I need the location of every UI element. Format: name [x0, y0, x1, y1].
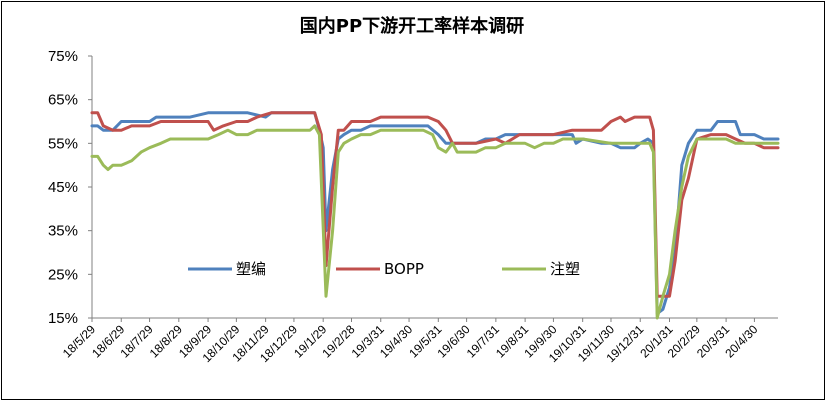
y-tick-label: 25% — [48, 266, 78, 283]
y-tick-label: 65% — [48, 92, 78, 109]
series-line-2 — [90, 124, 780, 320]
y-tick-labels: 75% 65% 55% 45% 35% 25% 15% — [48, 48, 78, 327]
series-lines — [90, 111, 780, 320]
axes — [88, 55, 778, 322]
legend-label-1: BOPP — [384, 260, 424, 278]
legend: 塑编 BOPP 注塑 — [188, 260, 580, 278]
x-tick-labels: 18/5/2918/6/2918/7/2918/8/2918/9/2918/10… — [60, 322, 761, 365]
y-tick-label: 45% — [48, 179, 78, 196]
y-tick-label: 75% — [48, 48, 78, 65]
legend-label-0: 塑编 — [236, 260, 266, 278]
legend-label-2: 注塑 — [550, 260, 580, 278]
y-tick-label: 55% — [48, 135, 78, 152]
x-tick-label: 20/4/30 — [722, 322, 760, 360]
y-tick-label: 35% — [48, 223, 78, 240]
y-tick-label: 15% — [48, 310, 78, 327]
chart-title: 国内PP下游开工率样本调研 — [300, 15, 524, 37]
